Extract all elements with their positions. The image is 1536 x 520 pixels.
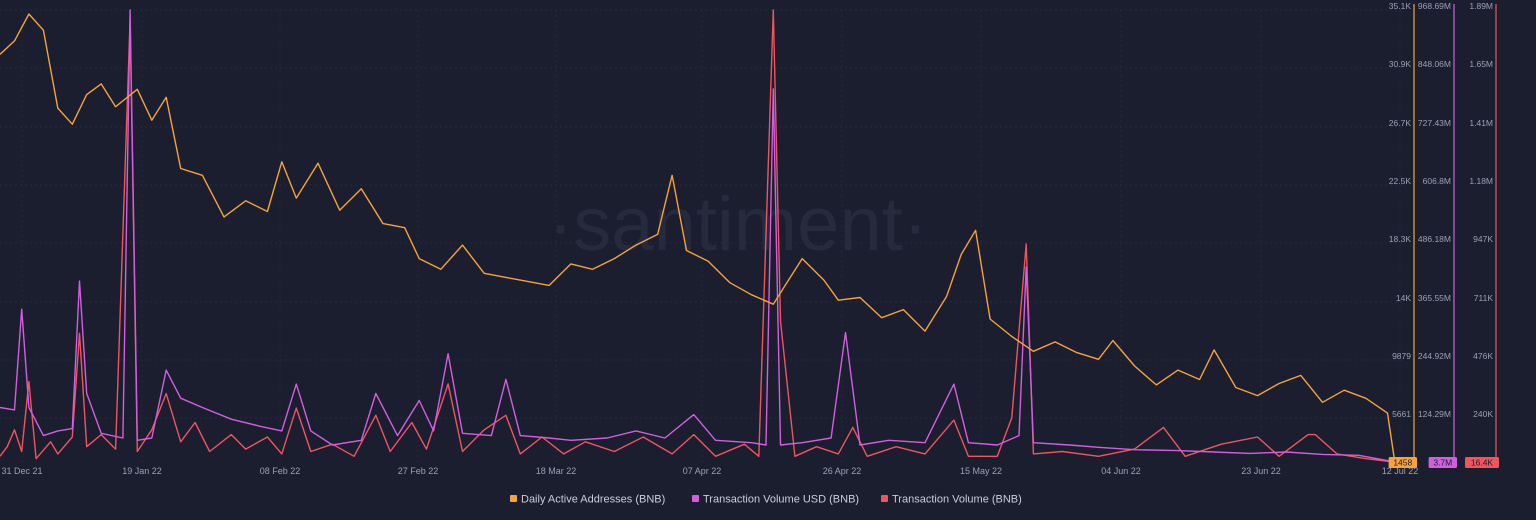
y-tick-label-vol: 711K (1474, 293, 1494, 303)
y-tick-label-daa: 18.3K (1389, 234, 1412, 244)
y-tick-label-daa: 9879 (1392, 351, 1411, 361)
y-tick-label-usd: 727.43M (1418, 118, 1451, 128)
y-tick-label-usd: 365.55M (1418, 293, 1451, 303)
y-tick-label-vol: 947K (1473, 234, 1493, 244)
x-tick-label: 26 Apr 22 (823, 466, 862, 476)
last-value-badge-usd (1428, 457, 1457, 468)
x-tick-label: 23 Jun 22 (1241, 466, 1281, 476)
y-tick-label-daa: 5661 (1392, 409, 1411, 419)
series-line-daa (0, 13, 1396, 463)
legend: Daily Active Addresses (BNB) Transaction … (510, 494, 1022, 506)
x-tick-label: 04 Jun 22 (1101, 466, 1141, 476)
y-tick-label-usd: 244.92M (1418, 351, 1451, 361)
x-tick-label: 08 Feb 22 (260, 466, 301, 476)
y-tick-label-vol: 1.18M (1469, 176, 1493, 186)
y-tick-label-usd: 968.69M (1418, 1, 1451, 11)
y-tick-label-daa: 14K (1396, 293, 1411, 303)
x-axis: 31 Dec 21 19 Jan 22 08 Feb 22 27 Feb 22 18 M… (1, 466, 1418, 476)
last-value-label-usd: 3.7M (1433, 458, 1452, 468)
last-value-label-vol: 16.4K (1471, 458, 1494, 468)
last-value-badge-daa (1388, 457, 1417, 468)
y-tick-label-usd: 848.06M (1418, 59, 1451, 69)
legend-label: Daily Active Addresses (BNB) (521, 494, 665, 506)
y-tick-label-usd: 606.8M (1423, 176, 1451, 186)
y-tick-label-vol: 1.89M (1469, 1, 1493, 11)
y-tick-label-daa: 30.9K (1389, 59, 1412, 69)
last-value-label-daa: 1458 (1393, 458, 1412, 468)
legend-swatch (510, 495, 517, 502)
legend-swatch (881, 495, 888, 502)
legend-label: Transaction Volume USD (BNB) (703, 494, 859, 506)
y-tick-label-vol: 1.65M (1469, 59, 1493, 69)
y-tick-label-vol: 1.41M (1469, 118, 1493, 128)
x-tick-label: 31 Dec 21 (1, 466, 42, 476)
watermark: ·santiment· (548, 182, 928, 267)
y-tick-label-usd: 486.18M (1418, 234, 1451, 244)
last-value-badge-vol (1465, 457, 1499, 468)
series-line-usd (0, 9, 1395, 463)
y-axes: 35.1K 30.9K 26.7K 22.5K 18.3K 14K 9879 5661 1458… (1388, 1, 1499, 468)
series-layer (0, 9, 1396, 463)
grid (0, 9, 1402, 462)
y-tick-label-daa: 26.7K (1389, 118, 1412, 128)
x-tick-label: 15 May 22 (960, 466, 1002, 476)
legend-label: Transaction Volume (BNB) (892, 494, 1022, 506)
y-tick-label-vol: 240K (1473, 409, 1493, 419)
x-tick-label: 12 Jul 22 (1382, 466, 1419, 476)
x-tick-label: 07 Apr 22 (683, 466, 722, 476)
x-tick-label: 27 Feb 22 (398, 466, 439, 476)
x-tick-label: 18 Mar 22 (536, 466, 577, 476)
x-tick-label: 19 Jan 22 (122, 466, 162, 476)
y-tick-label-vol: 476K (1473, 351, 1493, 361)
y-tick-label-daa: 22.5K (1389, 176, 1412, 186)
legend-swatch (692, 495, 699, 502)
y-tick-label-usd: 124.29M (1418, 409, 1451, 419)
y-tick-label-daa: 35.1K (1389, 1, 1412, 11)
